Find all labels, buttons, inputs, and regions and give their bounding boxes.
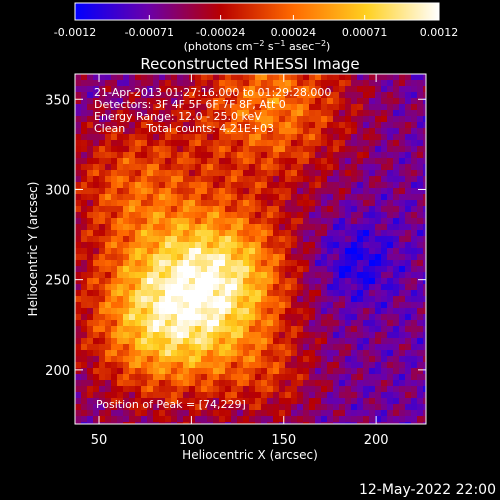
- y-axis-label: Heliocentric Y (arcsec): [26, 182, 40, 317]
- peak-position-label: Position of Peak = [74,229]: [96, 398, 246, 411]
- colorbar-label-text: s: [264, 40, 273, 53]
- chart-title: Reconstructed RHESSI Image: [140, 55, 359, 73]
- y-tick-label: 200: [45, 364, 70, 379]
- colorbar-label-text: ): [326, 40, 330, 53]
- footer-timestamp: 12-May-2022 22:00: [359, 482, 496, 498]
- colorbar-tick-label: -0.00024: [196, 26, 245, 39]
- colorbar-tick-label: 0.00071: [342, 26, 388, 39]
- colorbar: [74, 2, 440, 21]
- y-tick-label: 250: [45, 274, 70, 289]
- x-tick-label: 150: [271, 433, 296, 448]
- colorbar-label: (photons cm−2 s−1 asec−2): [184, 39, 331, 53]
- annotation-block: 21-Apr-2013 01:27:16.000 to 01:29:28.000…: [94, 86, 331, 135]
- colorbar-label-text: asec: [285, 40, 314, 53]
- colorbar-tick-label: -0.00071: [125, 26, 174, 39]
- colorbar-tick-label: -0.0012: [54, 26, 96, 39]
- x-tick-label: 100: [179, 433, 204, 448]
- y-tick-label: 300: [45, 183, 70, 198]
- colorbar-tick-label: 0.0012: [420, 26, 459, 39]
- y-tick-label: 350: [45, 93, 70, 108]
- colorbar-label-exponent: −1: [274, 39, 286, 48]
- annotation-energy-range: Energy Range: 12.0 - 25.0 keV: [94, 110, 262, 123]
- plot-frame: [74, 73, 427, 425]
- axis-ticks: 50 100 150 200 200 250 300 350: [45, 74, 426, 448]
- annotation-counts: Clean Total counts: 4.21E+03: [94, 122, 274, 135]
- colorbar-label-text: (photons cm: [184, 40, 253, 53]
- annotation-time-range: 21-Apr-2013 01:27:16.000 to 01:29:28.000: [94, 86, 331, 99]
- colorbar-tick-label: 0.00024: [271, 26, 317, 39]
- x-tick-label: 200: [364, 433, 389, 448]
- annotation-detectors: Detectors: 3F 4F 5F 6F 7F 8F, Att 0: [94, 98, 286, 111]
- x-tick-label: 50: [91, 433, 108, 448]
- x-axis-label: Heliocentric X (arcsec): [182, 448, 318, 462]
- colorbar-label-exponent: −2: [314, 39, 326, 48]
- colorbar-ticks: -0.0012 -0.00071 -0.00024 0.00024 0.00071 0.0…: [54, 15, 458, 39]
- colorbar-label-exponent: −2: [253, 39, 265, 48]
- heatmap-image: [75, 74, 426, 424]
